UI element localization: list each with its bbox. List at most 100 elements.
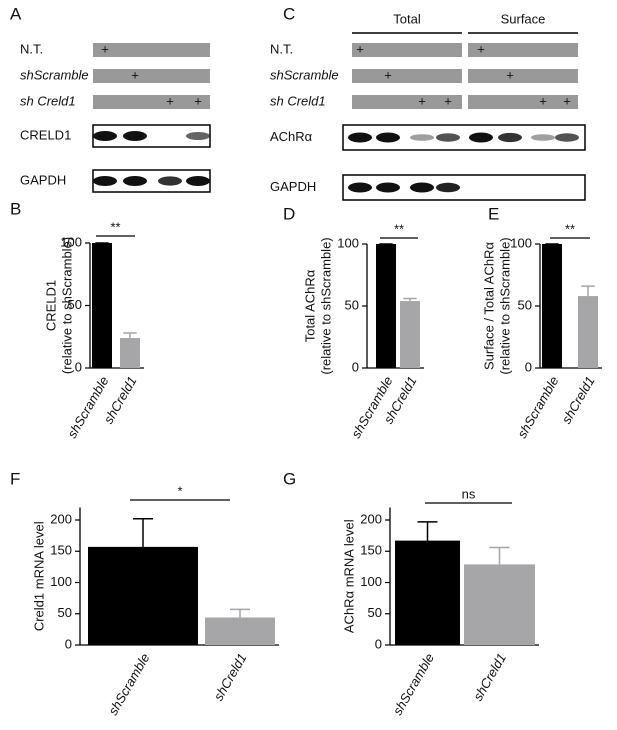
blot-band	[93, 176, 117, 186]
blot-band	[186, 176, 210, 186]
panel-label: F	[10, 469, 20, 488]
plus-sign: +	[418, 93, 426, 108]
panel-label: A	[10, 4, 22, 23]
y-tick-label: 100	[360, 574, 382, 589]
blot-band	[158, 176, 182, 186]
blot-band	[436, 182, 460, 193]
y-tick-label: 50	[58, 605, 72, 620]
blot-band	[93, 131, 117, 141]
significance-label: ns	[462, 486, 476, 501]
y-tick-label: 50	[368, 605, 382, 620]
y-tick-label: 50	[345, 297, 359, 312]
y-tick-label: 0	[525, 359, 532, 374]
y-axis-label: (relative to shScramble)	[59, 237, 74, 374]
plus-sign: +	[101, 41, 109, 56]
blot-band	[469, 132, 493, 143]
x-tick-label: shScramble	[64, 374, 111, 441]
x-tick-label: shScramble	[514, 374, 561, 441]
blot-label: AChRα	[270, 129, 313, 144]
plus-sign: +	[477, 41, 485, 56]
bar	[88, 546, 198, 645]
panel-label: E	[488, 204, 499, 223]
group-label: Total	[393, 11, 421, 26]
y-tick-label: 0	[65, 636, 72, 651]
row-label: N.T.	[20, 41, 43, 56]
error-bar	[581, 285, 595, 297]
error-bar	[403, 297, 417, 302]
blot-band	[531, 134, 555, 141]
row-label: shScramble	[270, 67, 339, 82]
y-tick-label: 50	[518, 297, 532, 312]
bar	[205, 617, 275, 645]
y-axis-label: AChRα mRNA level	[341, 519, 356, 633]
blot-band	[348, 132, 372, 143]
x-tick-label: shScramble	[390, 651, 437, 718]
blot-band	[376, 132, 400, 143]
plus-sign: +	[444, 93, 452, 108]
bar	[464, 564, 535, 645]
condition-bar	[352, 69, 462, 83]
error-bar	[133, 518, 153, 547]
condition-bar	[468, 43, 578, 57]
error-bar	[123, 332, 137, 338]
blot-band	[376, 182, 400, 193]
y-tick-label: 150	[360, 543, 382, 558]
error-bar	[489, 546, 510, 565]
bar	[120, 338, 140, 368]
plus-sign: +	[506, 67, 514, 82]
bar	[395, 540, 460, 645]
blot-band	[123, 176, 147, 186]
y-axis-label: CRELD1	[43, 280, 58, 331]
x-tick-label: shScramble	[105, 651, 152, 718]
x-tick-label: shCreld1	[470, 651, 509, 704]
error-bar	[417, 521, 438, 541]
blot-band	[410, 182, 434, 193]
panel-label: G	[283, 469, 296, 488]
bar	[578, 296, 598, 368]
plus-sign: +	[166, 93, 174, 108]
row-label: sh Creld1	[270, 93, 326, 108]
blot-band	[555, 133, 579, 142]
blot-label: GAPDH	[20, 172, 66, 187]
significance-label: *	[177, 483, 182, 498]
y-axis-label: Total AChRα	[302, 269, 317, 342]
x-tick-label: shCreld1	[211, 651, 250, 704]
plus-sign: +	[563, 93, 571, 108]
y-tick-label: 200	[360, 511, 382, 526]
row-label: sh Creld1	[20, 93, 76, 108]
blot-band	[123, 131, 147, 141]
y-tick-label: 50	[68, 297, 82, 312]
blot-band	[348, 182, 372, 193]
bar	[92, 243, 112, 368]
bar	[542, 244, 562, 368]
bar	[376, 244, 396, 368]
significance-label: **	[565, 221, 575, 236]
blot-label: GAPDH	[270, 179, 316, 194]
blot-label: CRELD1	[20, 127, 71, 142]
condition-bar	[93, 69, 210, 83]
y-tick-label: 200	[50, 511, 72, 526]
y-axis-label: (relative to shScramble)	[318, 237, 333, 374]
blot-band	[436, 133, 460, 142]
bar	[400, 301, 420, 368]
y-axis-label: Creld1 mRNA level	[31, 521, 46, 631]
y-tick-label: 0	[75, 359, 82, 374]
blot-band	[186, 132, 210, 140]
condition-bar	[352, 95, 462, 109]
y-tick-label: 100	[50, 574, 72, 589]
plus-sign: +	[194, 93, 202, 108]
y-tick-label: 100	[337, 235, 359, 250]
condition-bar	[468, 95, 578, 109]
error-bar	[230, 608, 250, 618]
significance-label: **	[394, 221, 404, 236]
plus-sign: +	[356, 41, 364, 56]
blot-band	[410, 134, 434, 141]
condition-bar	[468, 69, 578, 83]
condition-bar	[352, 43, 462, 57]
x-tick-label: shCreld1	[559, 374, 598, 427]
group-label: Surface	[501, 11, 546, 26]
significance-label: **	[110, 219, 120, 234]
condition-bar	[93, 43, 210, 57]
row-label: N.T.	[270, 41, 293, 56]
plus-sign: +	[384, 67, 392, 82]
